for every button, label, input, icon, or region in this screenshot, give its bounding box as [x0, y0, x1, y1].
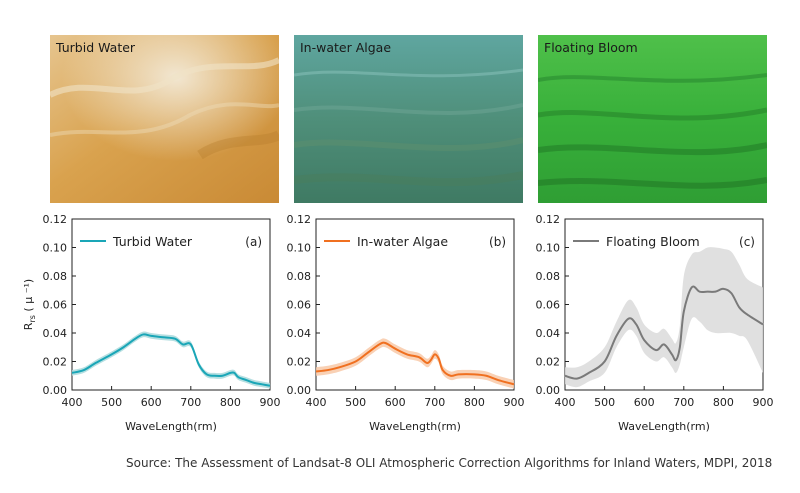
y-tick-label: 0.00	[536, 384, 561, 397]
y-tick-label: 0.00	[287, 384, 312, 397]
y-tick-label: 0.12	[43, 213, 68, 226]
y-tick-label: 0.00	[43, 384, 68, 397]
legend-label: Floating Bloom	[606, 234, 700, 249]
y-tick-label: 0.04	[43, 327, 68, 340]
plot-frame	[71, 218, 271, 391]
y-tick-label: 0.10	[43, 242, 68, 255]
x-tick-label: 400	[306, 396, 327, 409]
y-tick-label: 0.10	[287, 242, 312, 255]
x-tick-label: 800	[220, 396, 241, 409]
photo-label-in-water-algae: In-water Algae	[300, 40, 392, 55]
x-axis-label: WaveLength(rm)	[125, 420, 217, 433]
source-caption: Source: The Assessment of Landsat-8 OLI …	[126, 456, 773, 470]
photo-turbid-water: Turbid Water	[50, 35, 279, 203]
floating-bloom-image	[538, 35, 767, 203]
x-tick-label: 700	[180, 396, 201, 409]
photo-label-floating-bloom: Floating Bloom	[544, 40, 638, 55]
x-tick-label: 900	[504, 396, 525, 409]
x-tick-label: 900	[260, 396, 281, 409]
legend-label: Turbid Water	[112, 234, 193, 249]
y-tick-label: 0.08	[43, 270, 68, 283]
photo-floating-bloom: Floating Bloom	[538, 35, 767, 203]
x-tick-label: 800	[464, 396, 485, 409]
panel-label: (b)	[489, 235, 506, 249]
y-tick-label: 0.02	[287, 356, 312, 369]
chart-panel-0: 0.00 0.02 0.04 0.06 0.08 0.10 0.12 400 500 600 700…	[22, 213, 281, 433]
y-tick-label: 0.04	[536, 327, 561, 340]
x-tick-label: 400	[555, 396, 576, 409]
x-tick-label: 600	[634, 396, 655, 409]
x-tick-label: 700	[424, 396, 445, 409]
y-tick-label: 0.02	[536, 356, 561, 369]
y-tick-label: 0.08	[287, 270, 312, 283]
series-line	[315, 341, 515, 386]
turbid-water-image	[50, 35, 279, 203]
chart-panel-2: 0.00 0.02 0.04 0.06 0.08 0.10 0.12 400 500 600 700…	[536, 213, 774, 433]
y-tick-label: 0.02	[43, 356, 68, 369]
x-tick-label: 600	[385, 396, 406, 409]
panel-label: (c)	[739, 235, 755, 249]
x-tick-label: 400	[62, 396, 83, 409]
x-tick-label: 700	[673, 396, 694, 409]
legend-label: In-water Algae	[357, 234, 448, 249]
y-tick-label: 0.10	[536, 242, 561, 255]
y-tick-label: 0.12	[287, 213, 312, 226]
series-line	[564, 285, 764, 380]
series-band	[565, 247, 763, 388]
x-tick-label: 800	[713, 396, 734, 409]
series-line	[71, 333, 271, 387]
x-tick-label: 900	[753, 396, 774, 409]
x-tick-label: 600	[141, 396, 162, 409]
photo-in-water-algae: In-water Algae	[294, 35, 523, 203]
y-tick-label: 0.04	[287, 327, 312, 340]
y-axis-label: Rrs ( μ ⁻¹)	[22, 279, 37, 330]
photo-label-turbid-water: Turbid Water	[56, 40, 136, 55]
y-tick-label: 0.12	[536, 213, 561, 226]
in-water-algae-image	[294, 35, 523, 203]
y-tick-label: 0.06	[536, 299, 561, 312]
chart-panel-1: 0.00 0.02 0.04 0.06 0.08 0.10 0.12 400 500 600 700…	[287, 213, 525, 433]
x-axis-label: WaveLength(rm)	[618, 420, 710, 433]
y-tick-label: 0.06	[43, 299, 68, 312]
x-tick-label: 500	[594, 396, 615, 409]
panel-label: (a)	[245, 235, 262, 249]
series-band	[316, 338, 514, 389]
x-tick-label: 500	[101, 396, 122, 409]
x-tick-label: 500	[345, 396, 366, 409]
y-tick-label: 0.06	[287, 299, 312, 312]
y-tick-label: 0.08	[536, 270, 561, 283]
x-axis-label: WaveLength(rm)	[369, 420, 461, 433]
series-band	[72, 331, 270, 389]
